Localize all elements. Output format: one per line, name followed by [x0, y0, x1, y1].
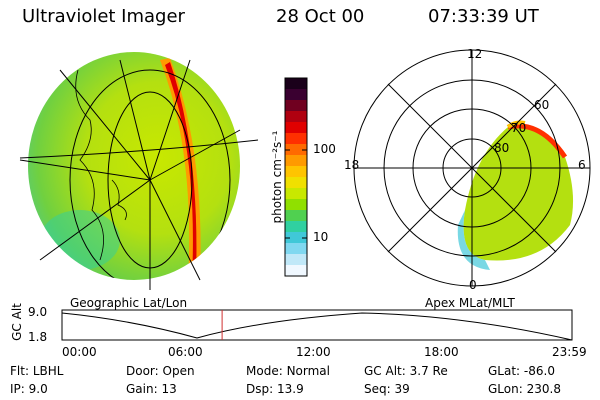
colorbar-swatch [285, 232, 307, 244]
lat-label-80: 80 [494, 141, 510, 155]
colorbar-swatch [285, 89, 307, 101]
footer-gain: Gain: 13 [126, 382, 177, 396]
colorbar-swatch [285, 243, 307, 255]
observation-date: 28 Oct 00 [276, 6, 365, 27]
left-panel-caption: Geographic Lat/Lon [70, 296, 188, 310]
mlt-label-0: 0 [469, 278, 477, 292]
colorbar-tick-10: 10 [313, 230, 329, 244]
colorbar-swatch [285, 254, 307, 266]
timeline-ymax: 9.0 [28, 305, 48, 319]
xtick-23-59: 23:59 [552, 345, 587, 359]
observation-time: 07:33:39 UT [428, 6, 539, 27]
footer-gc-alt: GC Alt: 3.7 Re [364, 364, 448, 378]
colorbar-swatch [285, 144, 307, 156]
footer-door: Door: Open [126, 364, 195, 378]
timeline-plot [61, 309, 573, 341]
colorbar-swatch [285, 111, 307, 123]
colorbar-swatch [285, 210, 307, 222]
instrument-title: Ultraviolet Imager [22, 6, 185, 27]
colorbar-swatch [285, 199, 307, 211]
colorbar-swatch [285, 166, 307, 178]
xtick-18-00: 18:00 [424, 345, 459, 359]
mlt-label-12: 12 [467, 47, 483, 61]
lat-label-70: 70 [511, 121, 527, 135]
timeline-ylabel: GC Alt [10, 303, 24, 341]
colorbar-swatch [285, 100, 307, 112]
footer-glon: GLon: 230.8 [488, 382, 561, 396]
colorbar-swatch [285, 155, 307, 167]
xtick-12-00: 12:00 [296, 345, 331, 359]
footer-glat: GLat: -86.0 [488, 364, 555, 378]
colorbar-swatch [285, 265, 307, 277]
footer-ip: IP: 9.0 [10, 382, 48, 396]
mlt-label-6: 6 [578, 158, 586, 172]
colorbar [284, 77, 308, 277]
colorbar-swatch [285, 177, 307, 189]
altitude-curve [61, 312, 573, 341]
colorbar-swatch [285, 221, 307, 233]
mlt-label-18: 18 [344, 158, 360, 172]
colorbar-swatch [285, 78, 307, 90]
colorbar-tick-100: 100 [313, 142, 336, 156]
footer-dsp: Dsp: 13.9 [246, 382, 304, 396]
footer-seq: Seq: 39 [364, 382, 410, 396]
right-panel-caption: Apex MLat/MLT [425, 296, 515, 310]
colorbar-swatch [285, 122, 307, 134]
polar-plot [353, 49, 591, 287]
lat-label-60: 60 [534, 98, 550, 112]
colorbar-swatch [285, 133, 307, 145]
footer-flt: Flt: LBHL [10, 364, 64, 378]
geographic-image [19, 52, 259, 290]
xtick-00-00: 00:00 [62, 345, 97, 359]
colorbar-axis-label: photon cm⁻²s⁻¹ [270, 130, 284, 224]
xtick-06-00: 06:00 [168, 345, 203, 359]
colorbar-swatch [285, 188, 307, 200]
timeline-ymin: 1.8 [28, 330, 48, 344]
footer-mode: Mode: Normal [246, 364, 330, 378]
